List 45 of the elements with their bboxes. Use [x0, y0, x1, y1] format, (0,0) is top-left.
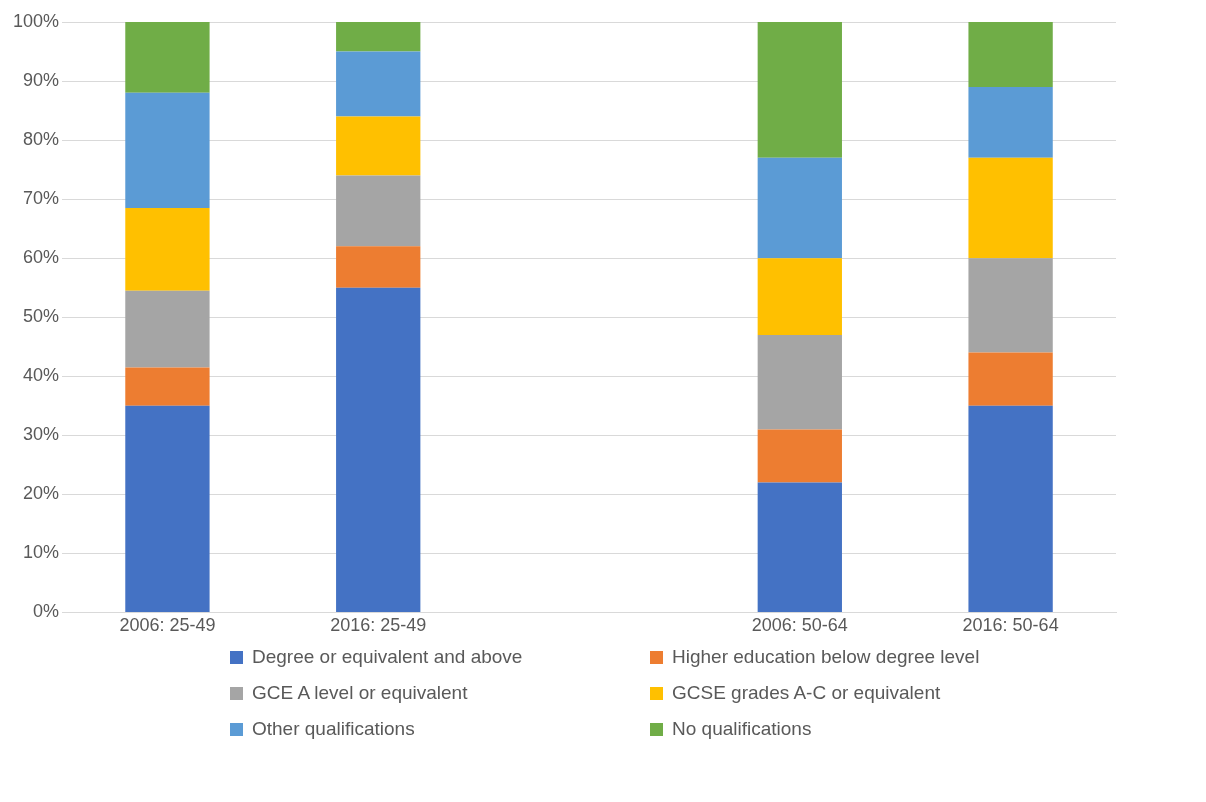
bar — [757, 482, 842, 612]
bar — [336, 175, 421, 247]
bar — [125, 405, 210, 612]
bar — [757, 157, 842, 259]
bar — [757, 429, 842, 483]
bar — [757, 258, 842, 335]
bar — [336, 287, 421, 612]
x-tick-label: 2016: 50-64 — [962, 615, 1059, 636]
bar — [125, 290, 210, 368]
legend-label: No qualifications — [672, 718, 812, 740]
legend-label: Degree or equivalent and above — [252, 646, 523, 668]
y-tick-label: 60% — [23, 247, 60, 268]
bar — [125, 22, 210, 93]
bar — [125, 367, 210, 406]
bar — [968, 86, 1053, 158]
bar — [336, 246, 421, 288]
y-tick-label: 20% — [23, 483, 60, 504]
bar — [125, 207, 210, 291]
bar — [968, 157, 1053, 259]
y-tick-label: 30% — [23, 424, 60, 445]
x-tick-label: 2016: 25-49 — [330, 615, 427, 636]
bar — [968, 405, 1053, 612]
bar — [968, 352, 1053, 406]
bar — [757, 22, 842, 158]
x-tick-label: 2006: 50-64 — [751, 615, 848, 636]
bar — [968, 258, 1053, 353]
legend-label: Higher education below degree level — [672, 646, 980, 668]
y-tick-label: 90% — [23, 70, 60, 91]
y-tick-label: 0% — [33, 601, 60, 622]
bar — [968, 22, 1053, 87]
bar — [336, 51, 421, 117]
bar — [336, 22, 421, 52]
y-tick-label: 70% — [23, 188, 60, 209]
legend-label: Other qualifications — [252, 718, 415, 740]
bar — [125, 92, 210, 208]
y-tick-label: 40% — [23, 365, 60, 386]
legend-label: GCSE grades A-C or equivalent — [672, 682, 941, 704]
legend-label: GCE A level or equivalent — [252, 682, 468, 704]
y-tick-label: 80% — [23, 129, 60, 150]
x-tick-label: 2006: 25-49 — [119, 615, 216, 636]
bar — [336, 116, 421, 176]
bar — [757, 334, 842, 430]
y-tick-label: 100% — [12, 10, 60, 31]
y-tick-label: 50% — [23, 306, 60, 327]
y-tick-label: 10% — [23, 542, 60, 563]
